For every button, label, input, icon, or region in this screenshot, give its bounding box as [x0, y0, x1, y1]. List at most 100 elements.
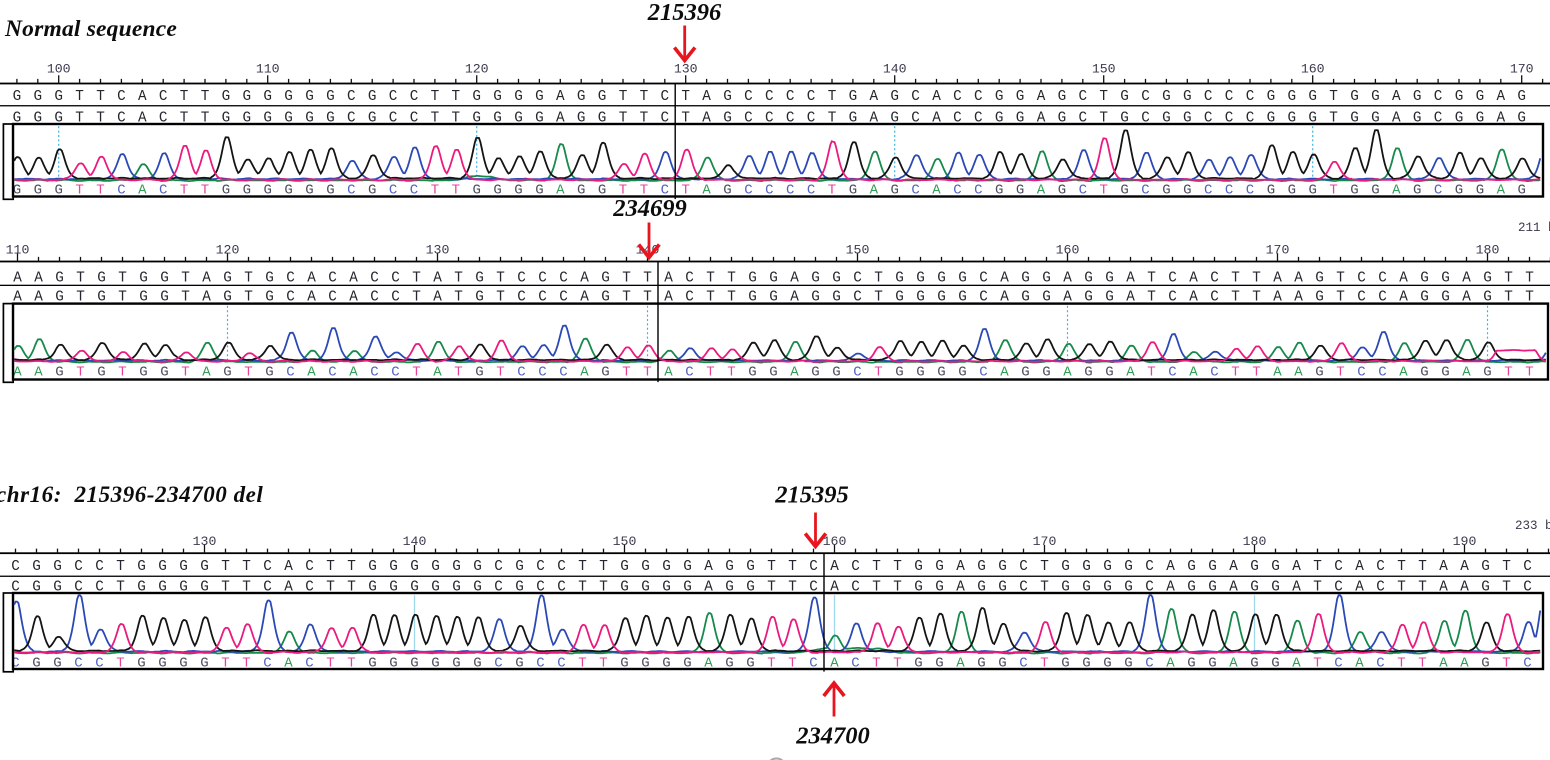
- svg-text:G: G: [389, 559, 398, 575]
- svg-text:A: A: [1294, 271, 1303, 287]
- svg-text:G: G: [53, 580, 62, 596]
- svg-text:C: C: [536, 580, 545, 596]
- svg-text:G: G: [1476, 111, 1485, 127]
- svg-text:G: G: [1517, 89, 1526, 105]
- svg-text:T: T: [75, 183, 83, 199]
- svg-text:G: G: [410, 656, 418, 672]
- svg-text:G: G: [1208, 559, 1217, 575]
- svg-text:G: G: [1016, 183, 1024, 199]
- svg-text:A: A: [664, 271, 673, 287]
- svg-text:T: T: [893, 580, 902, 596]
- svg-text:G: G: [34, 183, 42, 199]
- svg-text:A: A: [1166, 580, 1175, 596]
- svg-text:A: A: [1166, 656, 1175, 672]
- svg-text:100: 100: [47, 62, 71, 77]
- svg-text:C: C: [1019, 580, 1028, 596]
- svg-text:G: G: [452, 656, 460, 672]
- svg-text:G: G: [601, 365, 609, 381]
- svg-text:T: T: [1525, 290, 1534, 306]
- svg-text:G: G: [97, 365, 105, 381]
- svg-text:G: G: [475, 365, 483, 381]
- svg-text:C: C: [74, 656, 82, 672]
- svg-text:G: G: [746, 656, 754, 672]
- svg-text:G: G: [1120, 183, 1128, 199]
- svg-text:C: C: [1246, 183, 1254, 199]
- svg-text:G: G: [1315, 365, 1323, 381]
- svg-text:C: C: [661, 183, 669, 199]
- svg-text:C: C: [389, 89, 398, 105]
- svg-text:A: A: [349, 290, 358, 306]
- svg-text:G: G: [34, 111, 43, 127]
- svg-text:C: C: [74, 559, 83, 575]
- svg-text:C: C: [851, 580, 860, 596]
- svg-text:G: G: [937, 365, 945, 381]
- svg-text:G: G: [472, 89, 481, 105]
- svg-text:T: T: [1418, 559, 1427, 575]
- svg-text:T: T: [180, 89, 189, 105]
- svg-text:G: G: [54, 183, 62, 199]
- svg-text:C: C: [1225, 111, 1234, 127]
- svg-text:C: C: [744, 111, 753, 127]
- svg-text:G: G: [431, 656, 439, 672]
- svg-text:150: 150: [846, 243, 870, 258]
- svg-text:A: A: [1063, 271, 1072, 287]
- svg-text:A: A: [580, 271, 589, 287]
- svg-text:G: G: [1082, 580, 1091, 596]
- svg-text:120: 120: [465, 62, 489, 77]
- svg-text:234700: 234700: [795, 723, 870, 750]
- svg-text:G: G: [472, 111, 481, 127]
- svg-text:C: C: [1523, 559, 1532, 575]
- svg-text:C: C: [391, 271, 400, 287]
- svg-text:G: G: [1105, 365, 1113, 381]
- svg-text:G: G: [1483, 365, 1491, 381]
- svg-text:G: G: [1103, 580, 1112, 596]
- svg-text:A: A: [34, 290, 43, 306]
- svg-text:G: G: [1455, 111, 1464, 127]
- svg-text:G: G: [55, 271, 64, 287]
- svg-text:C: C: [911, 183, 919, 199]
- svg-text:T: T: [1336, 365, 1344, 381]
- svg-text:T: T: [118, 290, 127, 306]
- svg-text:A: A: [1399, 365, 1408, 381]
- svg-text:G: G: [160, 365, 168, 381]
- svg-text:T: T: [326, 656, 334, 672]
- svg-text:A: A: [1229, 580, 1238, 596]
- svg-text:C: C: [1210, 271, 1219, 287]
- svg-text:G: G: [160, 271, 169, 287]
- svg-text:C: C: [744, 89, 753, 105]
- svg-text:G: G: [1441, 365, 1449, 381]
- svg-text:A: A: [1439, 656, 1448, 672]
- svg-text:T: T: [496, 365, 504, 381]
- svg-text:110: 110: [256, 62, 280, 77]
- svg-text:A: A: [202, 365, 211, 381]
- svg-text:T: T: [75, 89, 84, 105]
- svg-text:T: T: [496, 271, 505, 287]
- svg-text:T: T: [1099, 111, 1108, 127]
- svg-text:G: G: [493, 89, 502, 105]
- svg-text:A: A: [1189, 290, 1198, 306]
- svg-text:A: A: [284, 656, 293, 672]
- svg-text:G: G: [284, 111, 293, 127]
- svg-text:C: C: [1168, 271, 1177, 287]
- svg-text:T: T: [788, 580, 797, 596]
- svg-text:C: C: [1145, 559, 1154, 575]
- svg-text:T: T: [412, 290, 421, 306]
- svg-text:G: G: [1481, 656, 1489, 672]
- svg-text:G: G: [368, 183, 376, 199]
- svg-text:C: C: [1378, 365, 1386, 381]
- svg-text:G: G: [1021, 271, 1030, 287]
- svg-text:C: C: [1376, 559, 1385, 575]
- svg-text:G: G: [1120, 89, 1129, 105]
- svg-text:A: A: [13, 365, 22, 381]
- svg-text:G: G: [849, 89, 858, 105]
- svg-text:G: G: [895, 365, 903, 381]
- svg-text:C: C: [1168, 365, 1176, 381]
- svg-text:T: T: [1397, 559, 1406, 575]
- svg-text:C: C: [953, 183, 961, 199]
- svg-text:T: T: [96, 111, 105, 127]
- svg-text:T: T: [454, 271, 463, 287]
- svg-text:T: T: [640, 89, 649, 105]
- svg-text:T: T: [431, 111, 440, 127]
- svg-text:234699: 234699: [612, 195, 687, 222]
- svg-text:A: A: [702, 111, 711, 127]
